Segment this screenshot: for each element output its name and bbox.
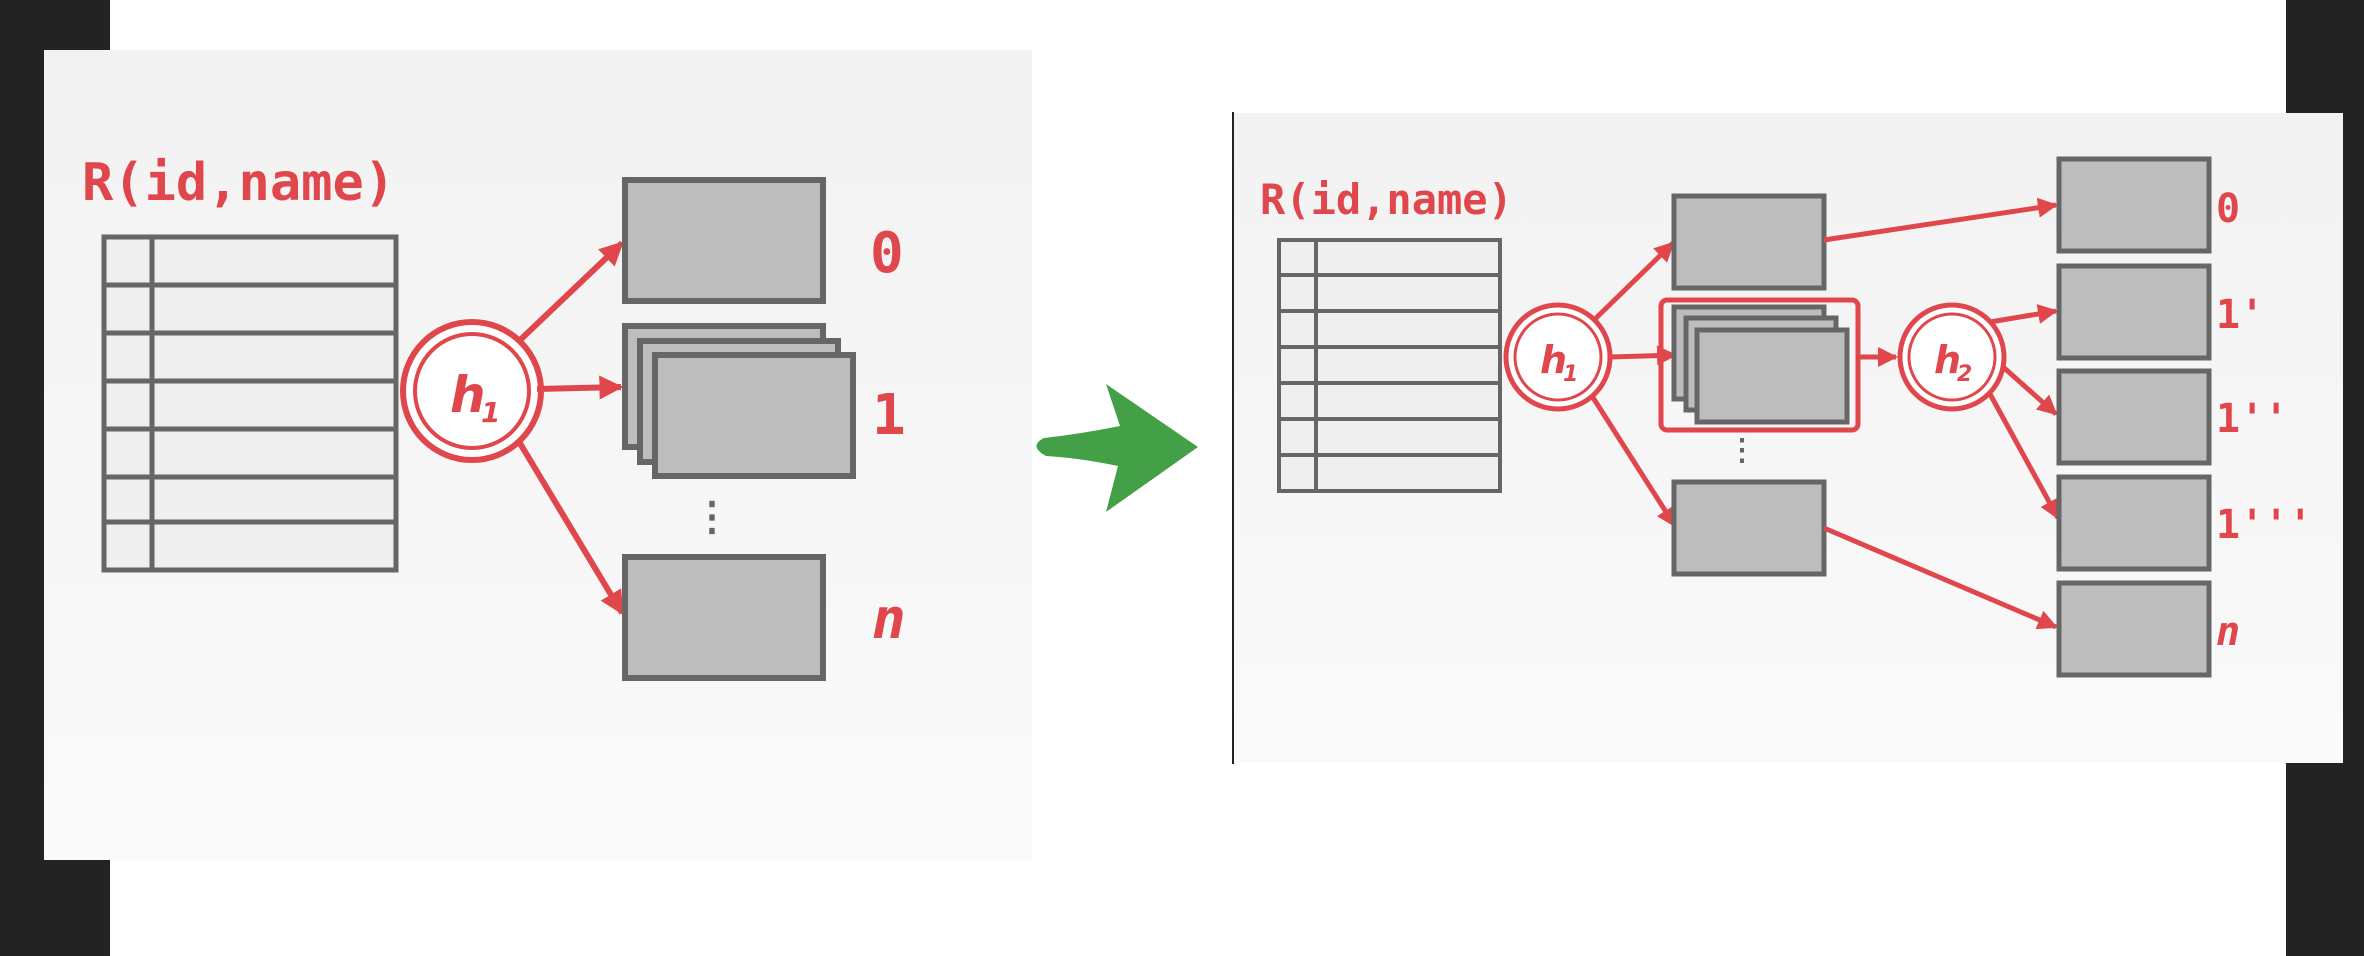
hash-subscript: 1	[481, 396, 500, 429]
partition-label-1: 1	[872, 383, 906, 448]
relation-label: R(id,name)	[1260, 175, 1513, 224]
bucket-0	[1671, 193, 1827, 291]
ellipsis: ⋮	[692, 494, 732, 540]
bucket-n	[1671, 479, 1827, 577]
arrow-h1-to-bucket-1	[1609, 345, 1677, 366]
bucket-1-highlight	[1658, 297, 1861, 433]
hash-symbol: h	[450, 366, 486, 424]
partition-label-0: 0	[870, 221, 904, 286]
output-bucket-1-doubleprime	[2056, 368, 2212, 466]
arrow-h2-to-1prime	[1989, 304, 2058, 325]
relation-table	[101, 234, 399, 573]
ellipsis: ⋮	[1727, 433, 1757, 468]
bucket-1-stack	[1671, 304, 1850, 425]
arrow-to-bucket-1	[536, 375, 624, 400]
partition-label-1tripleprime: 1'''	[2216, 502, 2312, 548]
arrow-to-bucket-n	[515, 438, 625, 616]
arrow-h1-to-bucket-n	[1589, 394, 1678, 528]
bucket-n	[622, 554, 826, 681]
bucket-0	[622, 177, 826, 304]
hash-subscript-1: 1	[1563, 362, 1578, 387]
hash-function-h1: h 1	[1503, 302, 1613, 412]
partition-label-n: n	[2216, 609, 2240, 655]
output-bucket-0	[2056, 156, 2212, 254]
arrow-to-bucket-0	[515, 240, 625, 345]
hash-symbol-1: h	[1540, 338, 1567, 382]
relation-table	[1277, 238, 1502, 493]
partition-label-0: 0	[2216, 186, 2240, 232]
relation-label: R(id,name)	[82, 153, 395, 213]
transition-arrow-icon	[1036, 384, 1198, 512]
arrow-h1-to-bucket-0	[1592, 241, 1675, 322]
output-bucket-n	[2056, 580, 2212, 678]
hash-function-h2: h 2	[1897, 302, 2007, 412]
bucket-1-stack	[622, 323, 856, 479]
partition-label-1prime: 1'	[2216, 292, 2264, 338]
panel-divider	[1232, 112, 1234, 764]
partition-label-1doubleprime: 1''	[2216, 396, 2288, 442]
output-bucket-1-prime	[2056, 263, 2212, 361]
arrow-h2-to-1tripleprime	[1987, 392, 2061, 520]
partition-label-n: n	[872, 587, 906, 652]
arrow-bucket-n-to-n	[1823, 525, 2058, 630]
arrow-bucket-0-to-0	[1823, 197, 2058, 243]
arrow-h2-to-1doubleprime	[2000, 364, 2058, 416]
hash-symbol-2: h	[1934, 338, 1961, 382]
output-bucket-1-tripleprime	[2056, 474, 2212, 572]
hash-subscript-2: 2	[1957, 362, 1972, 387]
